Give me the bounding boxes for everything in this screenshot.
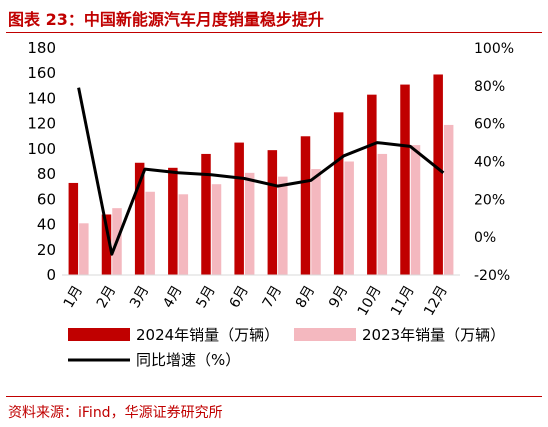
bar-2024 xyxy=(300,136,311,275)
x-axis-tick-label: 9月 xyxy=(326,283,351,311)
bar-2023 xyxy=(344,161,354,275)
x-axis-tick-label: 8月 xyxy=(293,283,318,311)
source-divider xyxy=(6,396,542,397)
bar-2024 xyxy=(267,150,278,275)
x-axis-tick-label: 5月 xyxy=(193,283,218,311)
x-axis-tick-label: 7月 xyxy=(260,283,285,311)
bar-series xyxy=(68,74,454,276)
bar-2024 xyxy=(201,153,211,275)
legend: 2024年销量（万辆） 2023年销量（万辆） 同比增速（%） xyxy=(68,326,505,369)
bar-2023 xyxy=(79,223,89,275)
x-axis-tick-label: 1月 xyxy=(61,283,86,311)
title-divider xyxy=(6,32,542,33)
bar-2024 xyxy=(134,162,145,275)
x-axis-tick-label: 3月 xyxy=(127,283,152,311)
bar-2023 xyxy=(145,191,155,275)
left-axis-tick-label: 140 xyxy=(27,89,56,107)
right-axis-tick-label: 100% xyxy=(474,41,514,57)
yoy-line-series xyxy=(77,87,445,256)
left-axis-tick-label: 180 xyxy=(27,39,56,57)
bar-2024 xyxy=(68,182,79,275)
bar-2023 xyxy=(211,184,222,275)
left-axis-tick-labels: 0 20 40 60 80 100 120 140 160 180 xyxy=(27,39,56,284)
source-note: 资料来源：iFind，华源证券研究所 xyxy=(8,405,223,421)
x-axis-tick-label: 2月 xyxy=(94,283,119,311)
bar-2023 xyxy=(377,153,388,275)
x-axis-tick-labels: 1月 2月 3月 4月 5月 6月 7月 8月 9月 10月 11月 12月 xyxy=(61,283,451,319)
bar-2023 xyxy=(311,169,321,275)
bar-2023 xyxy=(244,172,255,275)
bar-2024 xyxy=(168,167,178,275)
bar-2024 xyxy=(400,84,410,275)
left-axis-tick-label: 80 xyxy=(37,165,56,183)
left-axis-tick-label: 100 xyxy=(27,140,56,158)
legend-label-2024: 2024年销量（万辆） xyxy=(136,326,279,344)
bar-2024 xyxy=(367,94,377,276)
left-axis-tick-label: 60 xyxy=(37,190,56,208)
right-axis-tick-label: 0% xyxy=(474,230,496,246)
bar-2024 xyxy=(101,214,112,275)
x-axis-tick-label: 4月 xyxy=(160,283,185,311)
bar-2023 xyxy=(278,176,288,275)
left-axis-tick-label: 120 xyxy=(27,115,56,133)
right-axis-tick-label: -20% xyxy=(474,268,510,284)
right-axis-tick-labels: -20% 0% 20% 40% 60% 80% 100% xyxy=(474,41,514,284)
legend-swatch-2023 xyxy=(294,328,356,341)
bar-2024 xyxy=(234,142,244,275)
chart: 0 20 40 60 80 100 120 140 160 180 -20% 0% 20% 40% 60%… xyxy=(27,39,514,369)
figure-title: 图表 23：中国新能源汽车月度销量稳步提升 xyxy=(8,10,324,29)
x-axis-tick-label: 12月 xyxy=(421,283,451,319)
right-axis-tick-label: 80% xyxy=(474,79,505,95)
bar-2023 xyxy=(410,145,421,275)
right-axis-tick-label: 40% xyxy=(474,155,505,171)
legend-swatch-2024 xyxy=(68,328,130,341)
left-axis-tick-label: 160 xyxy=(27,64,56,82)
left-axis-tick-label: 0 xyxy=(46,266,56,284)
bar-2024 xyxy=(433,74,443,275)
left-axis-tick-label: 40 xyxy=(37,216,56,234)
yoy-line xyxy=(77,87,445,256)
x-axis-tick-label: 10月 xyxy=(355,283,385,319)
right-axis-tick-label: 60% xyxy=(474,117,505,133)
bar-2023 xyxy=(178,194,189,275)
x-axis-tick-label: 6月 xyxy=(227,283,252,311)
right-axis-tick-label: 20% xyxy=(474,192,505,208)
bar-2023 xyxy=(443,124,454,275)
legend-label-yoy: 同比增速（%） xyxy=(136,351,240,369)
legend-label-2023: 2023年销量（万辆） xyxy=(362,326,505,344)
x-axis-tick-label: 11月 xyxy=(388,283,418,319)
left-axis-tick-label: 20 xyxy=(37,241,56,259)
bar-2024 xyxy=(333,112,344,275)
